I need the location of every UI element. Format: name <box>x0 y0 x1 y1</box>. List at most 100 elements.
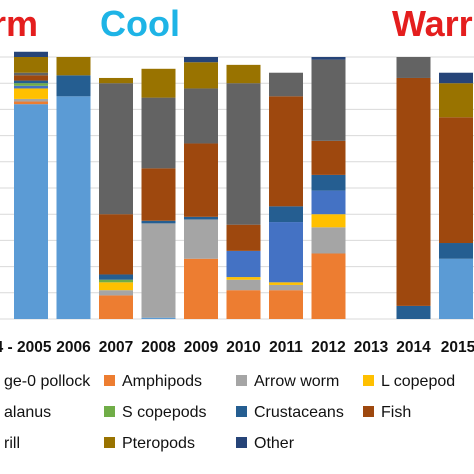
legend-swatch <box>104 437 115 448</box>
bar-stack-2005 <box>14 51 48 319</box>
x-tick-label: 2011 <box>269 339 303 356</box>
bar-segment-2005-fish <box>14 75 48 81</box>
bar-segment-2010-fish <box>226 224 261 251</box>
legend-label: rill <box>4 435 20 452</box>
bar-segment-2012-arrow-worm <box>311 227 346 254</box>
bar-segment-2007-s-copepods <box>99 279 133 283</box>
period-label-1: Cool <box>100 3 180 44</box>
bar-segment-2007-crustaceans <box>99 274 133 280</box>
bar-segment-2010-calanus <box>226 250 261 278</box>
bar-segment-2012-crustaceans <box>311 174 346 191</box>
legend-label: Fish <box>381 404 411 421</box>
bar-segment-2006-pteropods <box>56 57 91 76</box>
legend-label: Other <box>254 435 295 452</box>
legend-item-other: Other <box>236 435 295 452</box>
bar-segment-2008-age-0-pollock <box>141 317 176 319</box>
legend-item-fish: Fish <box>363 404 411 421</box>
legend-item-crustaceans: Crustaceans <box>236 404 344 421</box>
legend-item-l-copepods: L copepod <box>363 373 455 390</box>
bar-segment-2005-amphipods <box>14 101 48 105</box>
bar-segment-2015-crustaceans <box>439 243 473 259</box>
bar-segment-2011-fish <box>269 96 303 207</box>
bar-segment-2009-krill <box>184 88 218 144</box>
bar-segment-2010-krill <box>226 83 261 225</box>
bar-segment-2015-other <box>439 72 473 84</box>
bar-segment-2012-l-copepods <box>311 214 346 228</box>
legend-item-calanus: alanus <box>4 404 51 421</box>
bar-stack-2014 <box>396 57 431 319</box>
x-tick-label: 2009 <box>184 339 219 356</box>
bar-segment-2007-pteropods <box>99 77 133 84</box>
x-tick-label: 2015 <box>441 339 474 356</box>
x-axis-ticks: 4 - 2005 2006 2007 2008 2009 2010 2011 2012 2013… <box>0 339 474 356</box>
bar-stack-2006 <box>56 57 91 319</box>
bar-stack-2009 <box>184 57 218 319</box>
legend-label: Arrow worm <box>254 373 339 390</box>
bar-segment-2005-crustaceans <box>14 80 48 84</box>
bar-stack-2012 <box>311 57 346 319</box>
bar-segment-2005-l-copepods <box>14 88 48 99</box>
bar-segment-2009-fish <box>184 143 218 217</box>
legend-label: ge-0 pollock <box>4 373 91 390</box>
bar-segment-2007-krill <box>99 83 133 215</box>
bar-segment-2009-other <box>184 57 218 63</box>
legend-label: L copepod <box>381 373 455 390</box>
x-tick-label: 4 - 2005 <box>0 339 52 356</box>
x-tick-label: 2013 <box>354 339 389 356</box>
bar-segment-2008-krill <box>141 97 176 169</box>
bar-segment-2014-fish <box>396 77 431 306</box>
bar-segment-2012-calanus <box>311 190 346 215</box>
bar-segment-2011-amphipods <box>269 290 303 319</box>
x-tick-label: 2010 <box>226 339 260 356</box>
legend-swatch <box>104 375 115 386</box>
bar-segment-2010-arrow-worm <box>226 279 261 291</box>
period-label-2: Warr <box>392 3 473 44</box>
bar-segment-2011-l-copepods <box>269 282 303 285</box>
bar-segment-2010-amphipods <box>226 290 261 319</box>
legend-swatch <box>363 406 374 417</box>
bar-segment-2008-pteropods <box>141 68 176 98</box>
legend-item-pteropods: Pteropods <box>104 435 195 452</box>
x-tick-label: 2007 <box>99 339 133 356</box>
bar-segment-2011-krill <box>269 72 303 97</box>
bar-stack-2015 <box>439 72 473 319</box>
bar-segment-2009-amphipods <box>184 258 218 319</box>
bar-segment-2009-pteropods <box>184 62 218 89</box>
bar-segment-2005-arrow-worm <box>14 98 48 102</box>
x-tick-label: 2012 <box>311 339 345 356</box>
bar-segment-2015-age-0-pollock <box>439 258 473 319</box>
bars <box>14 51 473 319</box>
bar-segment-2012-krill <box>311 59 346 141</box>
bar-segment-2015-pteropods <box>439 83 473 118</box>
legend-swatch <box>363 375 374 386</box>
bar-segment-2006-crustaceans <box>56 75 91 97</box>
legend-swatch <box>104 406 115 417</box>
legend-label: S copepods <box>122 404 207 421</box>
legend-label: Pteropods <box>122 435 195 452</box>
bar-segment-2008-fish <box>141 168 176 221</box>
bar-segment-2011-arrow-worm <box>269 284 303 291</box>
legend-item-arrow-worm: Arrow worm <box>236 373 339 390</box>
bar-segment-2009-crustaceans <box>184 216 218 220</box>
legend-item-age-0-pollock: ge-0 pollock <box>4 373 91 390</box>
bar-segment-2005-other <box>14 51 48 57</box>
bar-segment-2005-pteropods <box>14 57 48 73</box>
bar-segment-2006-age-0-pollock <box>56 96 91 319</box>
legend-swatch <box>236 406 247 417</box>
bar-segment-2007-arrow-worm <box>99 290 133 296</box>
bar-segment-2008-crustaceans <box>141 220 176 224</box>
period-labels: rm Cool Warr <box>0 3 473 44</box>
bar-segment-2011-crustaceans <box>269 206 303 223</box>
bar-segment-2005-age-0-pollock <box>14 104 48 319</box>
bar-stack-2007 <box>99 77 133 319</box>
bar-segment-2005-krill <box>14 72 48 76</box>
period-label-0: rm <box>0 3 38 44</box>
bar-segment-2005-s-copepods <box>14 83 48 86</box>
bar-segment-2014-krill <box>396 57 431 78</box>
bar-segment-2012-fish <box>311 140 346 175</box>
bar-segment-2014-crustaceans <box>396 305 431 319</box>
legend-label: alanus <box>4 404 51 421</box>
bar-segment-2007-l-copepods <box>99 282 133 291</box>
legend-label: Crustaceans <box>254 404 344 421</box>
